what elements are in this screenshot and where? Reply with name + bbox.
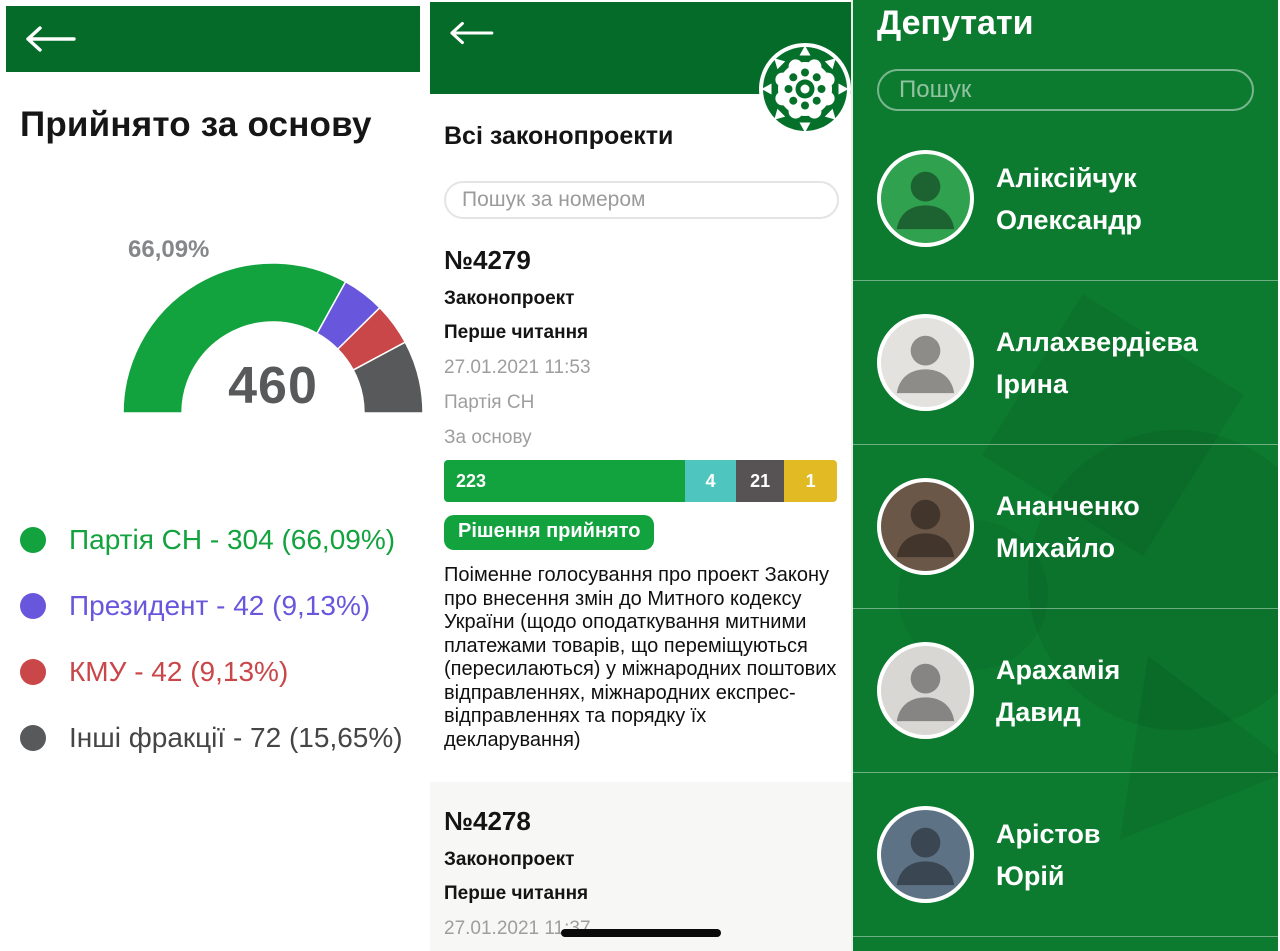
decision-badge: Рішення прийнято	[444, 515, 655, 550]
gauge-total: 460	[228, 357, 318, 415]
deputy-last-name: Арахамія	[996, 654, 1121, 685]
legend-dot	[20, 725, 46, 751]
bill-type: Законопроект	[444, 288, 575, 309]
app-logo	[759, 43, 851, 135]
legend-label: КМУ - 42 (9,13%)	[69, 656, 289, 687]
deputy-last-name: Аллахвердієва	[996, 326, 1198, 357]
page-title: Прийнято за основу	[20, 105, 372, 144]
deputy-first-name: Юрій	[996, 860, 1065, 891]
deputy-photo	[877, 150, 974, 247]
gauge-annotation: 66,09%	[128, 236, 210, 263]
vote-bar-segment: 223	[444, 460, 685, 502]
background-pattern	[1028, 430, 1278, 730]
vote-bar-segment: 21	[735, 460, 785, 502]
legend-dot	[20, 659, 46, 685]
person-silhouette-icon	[896, 171, 955, 230]
back-button[interactable]	[6, 6, 420, 72]
legend-label: Інші фракції - 72 (15,65%)	[69, 722, 403, 753]
bill-datetime: 27.01.2021 11:37	[444, 918, 591, 939]
bill-type: Законопроект	[444, 849, 575, 870]
bill-card[interactable]: №4279 Законопроект Перше читання 27.01.2…	[430, 219, 851, 782]
legend-item: Партія СН - 304 (66,09%)	[20, 524, 403, 556]
vote-bar-segment: 1	[784, 460, 837, 502]
legend-item: Інші фракції - 72 (15,65%)	[20, 722, 403, 754]
bill-description: Поіменне голосування про проект Закону п…	[444, 564, 837, 751]
deputies-screen: Депутати Аліксійчук Олександр	[853, 0, 1278, 951]
vote-bar-segment: 4	[684, 460, 736, 502]
deputy-row[interactable]: Аллахвердієва Ірина	[853, 281, 1278, 445]
gauge-chart	[122, 262, 424, 414]
deputies-title: Депутати	[877, 4, 1034, 42]
bill-card[interactable]: №4278 Законопроект Перше читання 27.01.2…	[430, 782, 851, 951]
bills-screen: Всі законопроекти №4279 Законопроект Пер…	[430, 0, 853, 951]
legend: Партія СН - 304 (66,09%) Президент - 42 …	[20, 524, 403, 754]
deputy-row[interactable]: Арістов Юрій	[853, 773, 1278, 937]
deputy-photo	[877, 478, 974, 575]
bill-number: №4279	[444, 245, 531, 275]
legend-label: Партія СН - 304 (66,09%)	[69, 524, 396, 555]
back-arrow-icon	[450, 21, 494, 45]
legend-item: КМУ - 42 (9,13%)	[20, 656, 403, 688]
bill-stage: Перше читання	[444, 322, 589, 343]
bill-number: №4278	[444, 806, 531, 836]
deputy-first-name: Давид	[996, 696, 1081, 727]
person-silhouette-icon	[896, 827, 955, 886]
person-silhouette-icon	[896, 335, 955, 394]
person-silhouette-icon	[896, 663, 955, 722]
legend-item: Президент - 42 (9,13%)	[20, 590, 403, 622]
deputies-list: Аліксійчук Олександр Аллахвердієва Ірина	[853, 117, 1278, 937]
vote-results-screen: Прийнято за основу 66,09% 460 Партія СН …	[0, 0, 426, 951]
deputy-last-name: Ананченко	[996, 490, 1140, 521]
deputy-last-name: Арістов	[996, 818, 1101, 849]
deputies-search-input[interactable]	[877, 69, 1254, 111]
bills-title: Всі законопроекти	[444, 122, 674, 150]
bill-initiator: Партія СН	[444, 392, 535, 413]
back-arrow-icon	[26, 26, 76, 52]
deputy-photo	[877, 806, 974, 903]
bill-stage: Перше читання	[444, 883, 589, 904]
deputy-row[interactable]: Ананченко Михайло	[853, 445, 1278, 609]
deputy-photo	[877, 642, 974, 739]
deputy-row[interactable]: Аліксійчук Олександр	[853, 117, 1278, 281]
bill-vote-type: За основу	[444, 427, 532, 448]
deputy-first-name: Михайло	[996, 532, 1116, 563]
bill-datetime: 27.01.2021 11:53	[444, 357, 591, 378]
vote-bar: 223 4 21 1	[444, 460, 837, 502]
home-indicator[interactable]	[560, 929, 721, 937]
deputy-first-name: Ірина	[996, 368, 1068, 399]
legend-label: Президент - 42 (9,13%)	[69, 590, 371, 621]
deputy-first-name: Олександр	[996, 204, 1142, 235]
legend-dot	[20, 593, 46, 619]
bills-search-input[interactable]	[444, 181, 839, 219]
deputy-photo	[877, 314, 974, 411]
person-silhouette-icon	[896, 499, 955, 558]
deputy-last-name: Аліксійчук	[996, 162, 1137, 193]
legend-dot	[20, 527, 46, 553]
deputy-row[interactable]: Арахамія Давид	[853, 609, 1278, 773]
